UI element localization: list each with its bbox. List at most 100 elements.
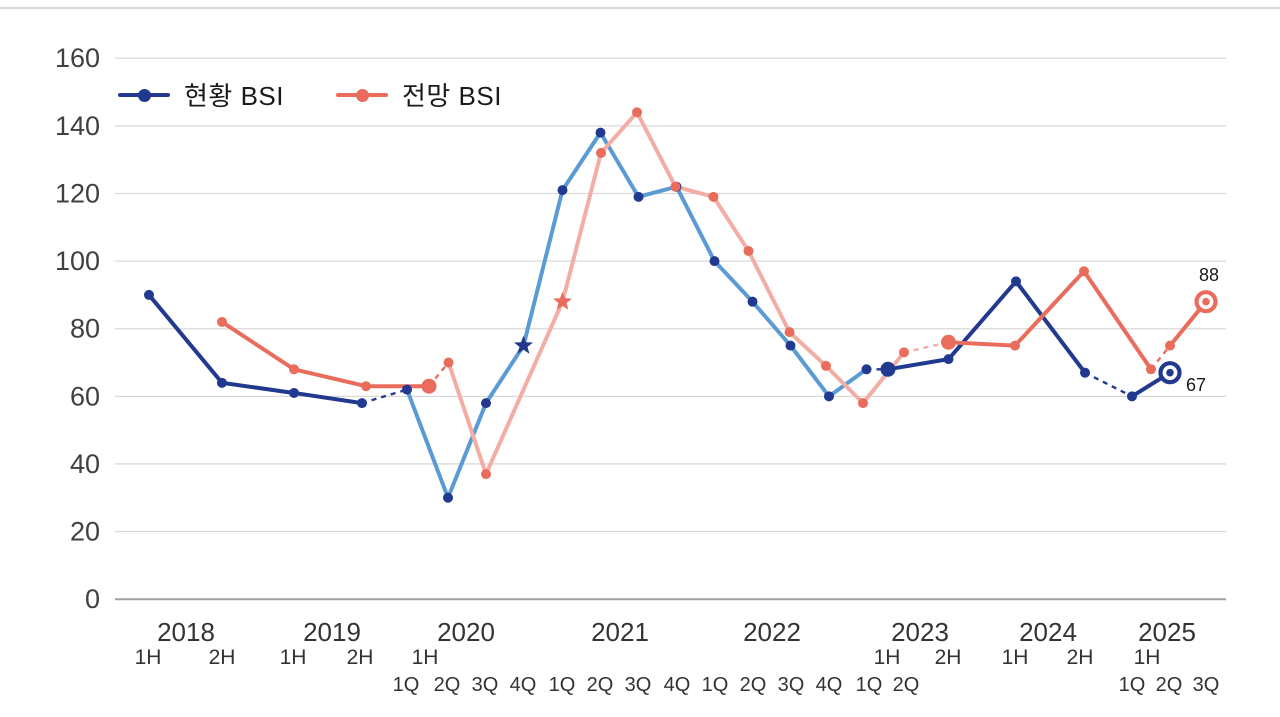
- current-point-2019-1H: [289, 387, 299, 398]
- current-point-2023-1H: [880, 361, 896, 377]
- current-point-2018-1H: [144, 289, 154, 300]
- x-quarter-label: 1Q: [702, 674, 729, 696]
- current-segment: [886, 357, 951, 372]
- x-quarter-label: 4Q: [816, 674, 843, 696]
- current-segment: [446, 401, 488, 500]
- x-year-label: 2019: [303, 617, 361, 647]
- current-point-2021-3Q: [633, 191, 644, 202]
- current-point-2025-2Q-ring-center: [1166, 368, 1174, 377]
- outlook-point-2020-2Q: [443, 357, 454, 368]
- series-lines: [147, 110, 1208, 500]
- x-quarter-label: 1Q: [393, 674, 420, 696]
- x-quarter-label: 2Q: [893, 674, 920, 696]
- outlook-point-2025-3Q-ring-center: [1202, 297, 1210, 306]
- current-segment: [598, 130, 641, 199]
- current-segment: [946, 279, 1018, 362]
- current-point-2018-2H: [217, 377, 227, 388]
- y-tick-label: 100: [55, 246, 100, 276]
- x-quarter-label: 3Q: [1193, 674, 1220, 696]
- x-half-label: 1H: [280, 646, 307, 669]
- x-year-label: 2025: [1138, 617, 1196, 647]
- current-point-2020-3Q: [481, 398, 491, 409]
- current-segment: [521, 188, 565, 348]
- current-point-2023-2H: [943, 354, 954, 365]
- current-point-2024-1H: [1011, 276, 1021, 287]
- outlook-point-2023-2H: [941, 334, 956, 350]
- current-point-2020-2Q: [443, 492, 453, 503]
- outlook-segment: [824, 363, 865, 406]
- x-half-label: 2H: [209, 646, 236, 669]
- outlook-segment: [292, 367, 368, 389]
- current-segment: [405, 387, 450, 500]
- y-tick-label: 80: [70, 314, 100, 344]
- outlook-segment: [220, 319, 296, 372]
- x-quarter-label: 4Q: [664, 674, 691, 696]
- outlook-segment: [787, 330, 828, 368]
- current-point-2022-2Q: [747, 296, 758, 307]
- x-year-label: 2021: [591, 617, 649, 647]
- point-value-label: 67: [1186, 375, 1206, 395]
- x-half-label: 1H: [412, 646, 439, 669]
- point-value-label: 88: [1199, 265, 1219, 285]
- x-year-label: 2020: [437, 617, 495, 647]
- y-tick-label: 0: [85, 584, 100, 614]
- series-markers: [144, 107, 1218, 503]
- outlook-segment: [599, 110, 639, 155]
- outlook-segment: [746, 248, 792, 335]
- y-tick-label: 160: [55, 43, 100, 73]
- outlook-segment: [946, 340, 1017, 348]
- x-quarter-label: 4Q: [510, 674, 537, 696]
- outlook-segment: [673, 184, 716, 199]
- outlook-point-2025-1H: [1146, 364, 1156, 375]
- current-segment: [636, 184, 679, 199]
- x-year-label: 2022: [743, 617, 801, 647]
- outlook-point-2023-2Q: [899, 347, 909, 358]
- legend-item-outlook-bsi: 전망 BSI: [335, 76, 502, 113]
- outlook-point-2024-2H: [1079, 266, 1089, 277]
- outlook-point-2020-1H: [421, 378, 437, 394]
- current-segment: [484, 343, 526, 406]
- current-point-2022-3Q: [785, 340, 796, 351]
- current-point-2021-1Q: [557, 185, 568, 196]
- y-tick-label: 60: [70, 381, 100, 411]
- outlook-point-2022-3Q: [784, 327, 795, 338]
- top-divider: [0, 7, 1280, 9]
- x-quarter-label: 2Q: [740, 674, 767, 696]
- current-segment: [750, 299, 793, 348]
- y-tick-label: 20: [70, 517, 100, 547]
- current-point-2023-1Q: [861, 364, 872, 375]
- outlook-point-2024-1H: [1010, 340, 1020, 351]
- current-segment: [220, 380, 296, 395]
- outlook-segment: [635, 110, 678, 189]
- outlook-segment: [560, 150, 603, 304]
- current-point-2024-2H: [1080, 367, 1090, 378]
- outlook-point-2021-2Q: [596, 147, 606, 158]
- current-segment: [147, 292, 224, 385]
- x-half-label: 1H: [1134, 646, 1161, 669]
- legend-label-current: 현황 BSI: [184, 81, 284, 111]
- y-tick-label: 120: [55, 178, 100, 208]
- outlook-segment: [1082, 269, 1153, 372]
- outlook-point-2022-2Q: [743, 245, 754, 256]
- legend-dot-swatch: [355, 88, 369, 102]
- outlook-segment: [446, 360, 488, 477]
- outlook-point-2021-3Q: [632, 107, 642, 118]
- outlook-point-2021-1Q-star-marker: [553, 291, 572, 310]
- x-half-label: 1H: [874, 646, 901, 669]
- outlook-point-2019-1H: [289, 364, 299, 375]
- current-segment: [712, 259, 755, 304]
- current-segment: [560, 130, 603, 193]
- legend-label-outlook: 전망 BSI: [401, 81, 502, 111]
- outlook-segment: [861, 350, 906, 406]
- x-quarter-label: 2Q: [434, 674, 461, 696]
- x-half-label: 2H: [935, 646, 962, 669]
- current-point-2022-1Q: [709, 256, 720, 267]
- x-year-label: 2023: [891, 617, 949, 647]
- current-point-2020-4Q-star-marker: [514, 335, 533, 354]
- x-half-label: 1H: [1002, 646, 1029, 669]
- current-segment: [292, 390, 364, 406]
- x-quarter-label: 3Q: [625, 674, 652, 696]
- y-tick-label: 40: [70, 449, 100, 479]
- current-segment: [674, 184, 717, 264]
- x-quarter-label: 1Q: [549, 674, 576, 696]
